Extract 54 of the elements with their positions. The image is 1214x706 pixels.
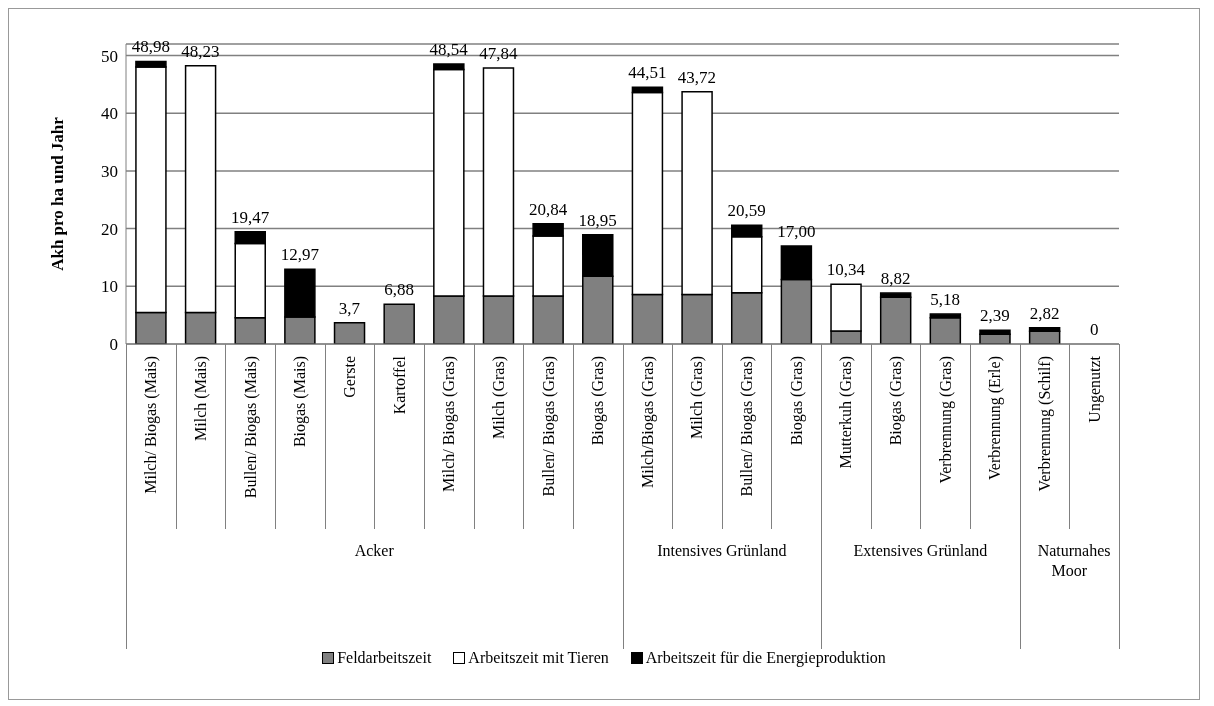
total-label: 48,54 — [428, 39, 469, 60]
total-label: 12,97 — [279, 245, 320, 266]
total-label: 18,95 — [577, 210, 618, 231]
y-tick-label: 10 — [101, 277, 118, 297]
legend-label: Arbeitszeit mit Tieren — [467, 649, 609, 667]
x-tick-label: Verbrennung (Schilf) — [1036, 356, 1055, 492]
x-tick-label: Mutterkuh (Gras) — [837, 356, 856, 469]
total-label: 19,47 — [230, 207, 271, 228]
y-tick-label: 50 — [101, 46, 118, 66]
total-label: 6,88 — [383, 280, 415, 301]
x-tick-label: Milch (Gras) — [489, 356, 508, 440]
x-tick-label: Milch (Mais) — [191, 356, 210, 441]
y-tick-label: 20 — [101, 219, 118, 239]
x-tick-label: Milch/Biogas (Gras) — [638, 356, 657, 488]
text: Extensives Grünland — [852, 541, 989, 561]
total-label: 44,51 — [627, 63, 668, 84]
legend-label: Arbeitszeit für die Energieproduktion — [644, 649, 886, 667]
x-tick-label: Verbrennung (Gras) — [936, 356, 955, 484]
y-axis-title: Akh pro ha und Jahr — [48, 116, 68, 271]
total-label: 8,82 — [879, 269, 912, 290]
total-label: 10,34 — [825, 260, 867, 281]
y-tick-label: 40 — [101, 104, 118, 124]
x-tick-label: Biogas (Gras) — [589, 356, 608, 446]
total-label: 20,59 — [726, 201, 767, 222]
y-tick-label: 0 — [109, 335, 118, 355]
total-label: 48,23 — [180, 41, 221, 62]
x-tick-label: Verbrennung (Erle) — [986, 356, 1005, 480]
x-tick-label: Biogas (Gras) — [787, 356, 806, 446]
total-label: 2,39 — [979, 306, 1011, 327]
x-tick-label: Biogas (Mais) — [291, 356, 310, 448]
total-label: 5,18 — [929, 290, 962, 311]
total-label: 43,72 — [676, 67, 718, 88]
total-label: 48,98 — [130, 37, 171, 58]
total-label: 3,7 — [337, 298, 362, 319]
x-tick-label: Biogas (Gras) — [887, 356, 906, 446]
x-tick-label: Kartoffel — [390, 355, 408, 415]
x-tick-label: Milch/ Biogas (Gras) — [440, 356, 459, 492]
total-label: 0 — [1088, 320, 1100, 340]
x-tick-label: Bullen/ Biogas (Gras) — [738, 356, 757, 497]
total-label: 2,82 — [1028, 303, 1061, 324]
total-label: 17,00 — [776, 221, 817, 242]
x-tick-label: Bullen/ Biogas (Gras) — [539, 356, 558, 497]
legend-label: Feldarbeitszeit — [336, 649, 432, 667]
y-tick-label: 30 — [101, 161, 118, 181]
x-tick-label: Ungenutzt — [1085, 355, 1104, 423]
x-tick-label: Milch/ Biogas (Mais) — [142, 356, 161, 494]
total-label: 47,84 — [478, 44, 519, 64]
text: Intensives Grünland — [656, 541, 788, 561]
x-tick-label: Milch (Gras) — [688, 356, 707, 440]
text: Naturnahes Moor — [1036, 541, 1112, 581]
text: Acker — [353, 541, 395, 561]
x-tick-label: Gerste — [340, 356, 358, 398]
total-label: 20,84 — [527, 199, 569, 220]
x-tick-label: Bullen/ Biogas (Mais) — [241, 356, 260, 499]
